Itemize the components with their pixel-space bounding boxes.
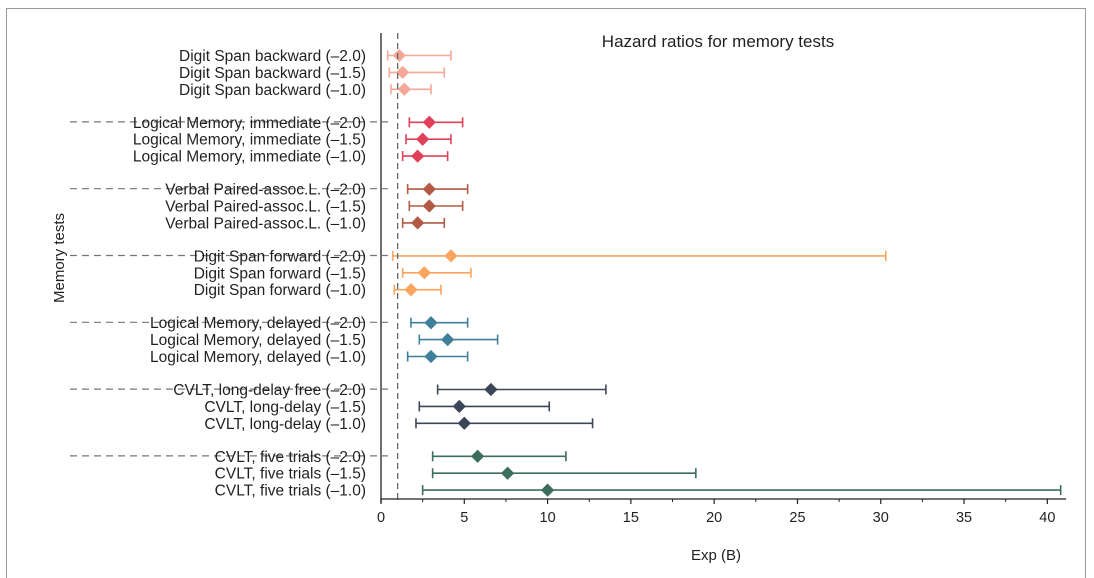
plot-area: Digit Span backward (–2.0)Digit Span bac… xyxy=(70,33,1066,526)
x-tick-label: 30 xyxy=(873,510,889,526)
row-label: Verbal Paired-assoc.L. (–1.5) xyxy=(165,199,366,216)
point-estimate xyxy=(470,449,485,463)
row-label: Digit Span forward (–1.0) xyxy=(194,282,366,299)
x-axis-title: Exp (B) xyxy=(691,547,741,564)
row-label: Digit Span backward (–2.0) xyxy=(179,48,366,65)
point-estimate xyxy=(397,82,411,96)
row-label: Logical Memory, delayed (–2.0) xyxy=(150,315,366,332)
row-label: Logical Memory, delayed (–1.0) xyxy=(150,349,366,366)
row-label: Logical Memory, immediate (–1.0) xyxy=(133,149,366,166)
x-tick-label: 15 xyxy=(623,510,639,526)
row-label: CVLT, five trials (–1.5) xyxy=(215,466,366,483)
point-estimate xyxy=(416,132,430,146)
point-estimate xyxy=(424,316,438,330)
row-label: Logical Memory, immediate (–2.0) xyxy=(133,115,366,132)
x-tick-label: 35 xyxy=(956,510,972,526)
x-tick-label: 0 xyxy=(377,510,385,526)
point-estimate xyxy=(411,149,425,163)
point-estimate xyxy=(404,283,418,297)
x-tick-label: 40 xyxy=(1039,510,1055,526)
point-estimate xyxy=(392,48,406,63)
point-estimate xyxy=(422,182,436,196)
row-label: Logical Memory, immediate (–1.5) xyxy=(133,132,366,149)
y-axis-title: Memory tests xyxy=(51,213,68,303)
row-label: Digit Span backward (–1.0) xyxy=(179,82,366,99)
chart-title: Hazard ratios for memory tests xyxy=(602,32,834,51)
point-estimate xyxy=(411,216,425,230)
row-label: Verbal Paired-assoc.L. (–2.0) xyxy=(165,182,366,199)
row-label: Digit Span forward (–1.5) xyxy=(194,265,366,282)
x-tick-label: 5 xyxy=(460,510,468,526)
x-tick-label: 20 xyxy=(706,510,722,526)
row-label: Digit Span forward (–2.0) xyxy=(194,248,366,265)
point-estimate xyxy=(452,399,466,414)
row-label: CVLT, long-delay free (–2.0) xyxy=(173,382,366,399)
point-estimate xyxy=(457,416,471,430)
point-estimate xyxy=(422,115,436,129)
point-estimate xyxy=(417,266,431,280)
row-label: Digit Span backward (–1.5) xyxy=(179,65,366,82)
row-label: CVLT, long-delay (–1.5) xyxy=(204,399,366,416)
row-label: CVLT, long-delay (–1.0) xyxy=(204,416,366,433)
point-estimate xyxy=(484,382,498,397)
point-estimate xyxy=(540,483,555,497)
x-tick-label: 10 xyxy=(540,510,556,526)
row-label: Verbal Paired-assoc.L. (–1.0) xyxy=(165,215,366,232)
row-label: CVLT, five trials (–1.0) xyxy=(215,483,366,500)
point-estimate xyxy=(500,466,515,480)
x-tick-label: 25 xyxy=(789,510,805,526)
point-estimate xyxy=(396,65,410,80)
point-estimate xyxy=(424,349,438,364)
chart-frame xyxy=(6,8,1086,578)
point-estimate xyxy=(422,199,436,213)
point-estimate xyxy=(441,332,455,347)
row-label: Logical Memory, delayed (–1.5) xyxy=(150,332,366,349)
point-estimate xyxy=(444,249,458,263)
row-label: CVLT, five trials (–2.0) xyxy=(215,449,366,466)
